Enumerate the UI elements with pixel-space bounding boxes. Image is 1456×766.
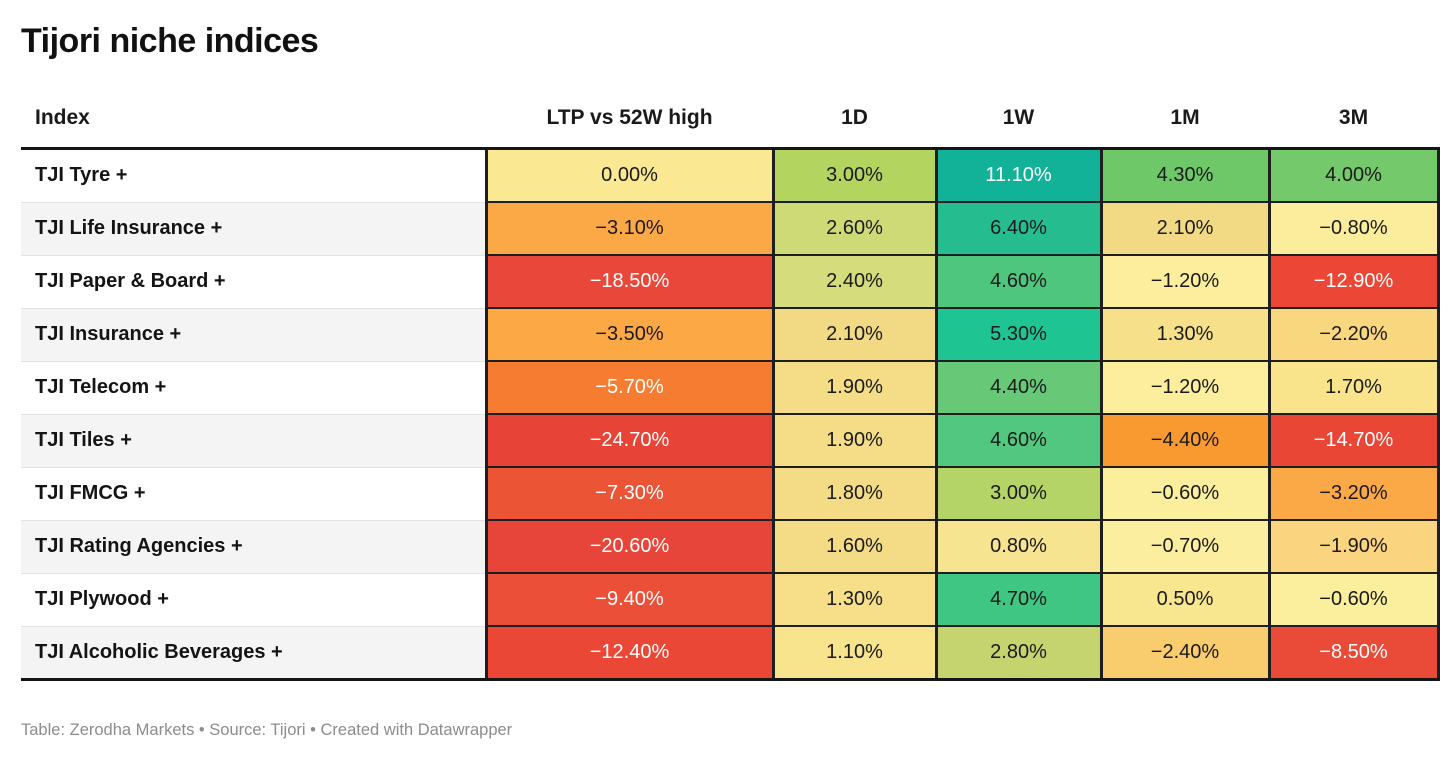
value-cell: −7.30% [484, 466, 775, 521]
value-cell: 1.60% [771, 519, 938, 574]
index-name-cell[interactable]: TJI Alcoholic Beverages + [21, 626, 488, 681]
value-cell: −3.10% [484, 201, 775, 256]
column-header-1m: 1M [1101, 89, 1269, 150]
value-cell: −3.50% [484, 307, 775, 362]
table-row: TJI Life Insurance + −3.10% 2.60% 6.40% 2.10… [21, 201, 1440, 256]
value-cell: −0.60% [1267, 572, 1440, 627]
index-name-cell[interactable]: TJI Tyre + [21, 148, 488, 203]
table-row: TJI Rating Agencies + −20.60% 1.60% 0.80% −0… [21, 519, 1440, 574]
column-header-ltp-vs-52w-high: LTP vs 52W high [486, 89, 773, 150]
value-cell: −5.70% [484, 360, 775, 415]
index-name-cell[interactable]: TJI Plywood + [21, 573, 488, 627]
value-cell: 4.70% [934, 572, 1103, 627]
value-cell: 4.60% [934, 254, 1103, 309]
value-cell: 2.10% [771, 307, 938, 362]
value-cell: 1.70% [1267, 360, 1440, 415]
value-cell: 4.40% [934, 360, 1103, 415]
value-cell: −18.50% [484, 254, 775, 309]
value-cell: −0.70% [1099, 519, 1271, 574]
value-cell: 4.00% [1267, 147, 1440, 203]
value-cell: 3.00% [934, 466, 1103, 521]
table-row: TJI Insurance + −3.50% 2.10% 5.30% 1.30% −2.2… [21, 307, 1440, 362]
value-cell: −9.40% [484, 572, 775, 627]
value-cell: 0.50% [1099, 572, 1271, 627]
value-cell: −8.50% [1267, 625, 1440, 681]
value-cell: −20.60% [484, 519, 775, 574]
index-name-cell[interactable]: TJI Rating Agencies + [21, 520, 488, 574]
table-row: TJI Tyre +0.00% 3.00% 11.10% 4.30% 4.00% [21, 147, 1440, 203]
value-cell: −1.20% [1099, 360, 1271, 415]
value-cell: 6.40% [934, 201, 1103, 256]
value-cell: −1.20% [1099, 254, 1271, 309]
value-cell: 2.60% [771, 201, 938, 256]
value-cell: −12.40% [484, 625, 775, 681]
value-cell: 4.60% [934, 413, 1103, 468]
value-cell: 2.80% [934, 625, 1103, 681]
table-row: TJI Paper & Board + −18.50% 2.40% 4.60% −1.2… [21, 254, 1440, 309]
value-cell: −3.20% [1267, 466, 1440, 521]
index-name-cell[interactable]: TJI Tiles + [21, 414, 488, 468]
value-cell: 1.30% [1099, 307, 1271, 362]
value-cell: 1.90% [771, 360, 938, 415]
table-row: TJI Plywood + −9.40% 1.30% 4.70% 0.50% −0.60% [21, 572, 1440, 627]
value-cell: 0.80% [934, 519, 1103, 574]
value-cell: −14.70% [1267, 413, 1440, 468]
value-cell: 1.30% [771, 572, 938, 627]
value-cell: 1.90% [771, 413, 938, 468]
value-cell: −0.80% [1267, 201, 1440, 256]
table-row: TJI Telecom + −5.70% 1.90% 4.40% −1.20% 1.70% [21, 360, 1440, 415]
table-row: TJI Tiles + −24.70% 1.90% 4.60% −4.40% −14.70… [21, 413, 1440, 468]
table-row: TJI FMCG + −7.30% 1.80% 3.00% −0.60% −3.20% [21, 466, 1440, 521]
value-cell: 1.10% [771, 625, 938, 681]
value-cell: 2.10% [1099, 201, 1271, 256]
column-header-1d: 1D [773, 89, 936, 150]
column-header-3m: 3M [1269, 89, 1438, 150]
value-cell: 2.40% [771, 254, 938, 309]
value-cell: −1.90% [1267, 519, 1440, 574]
value-cell: −2.40% [1099, 625, 1271, 681]
value-cell: 11.10% [934, 147, 1103, 203]
header-row: Index LTP vs 52W high 1D 1W 1M 3M [21, 89, 1438, 150]
value-cell: −0.60% [1099, 466, 1271, 521]
index-name-cell[interactable]: TJI Telecom + [21, 361, 488, 415]
indices-heatmap-table: Index LTP vs 52W high 1D 1W 1M 3M TJI Tyre +0… [21, 89, 1440, 681]
column-header-1w: 1W [936, 89, 1101, 150]
index-name-cell[interactable]: TJI Life Insurance + [21, 202, 488, 256]
index-name-cell[interactable]: TJI Paper & Board + [21, 255, 488, 309]
value-cell: 5.30% [934, 307, 1103, 362]
value-cell: 0.00% [484, 147, 775, 203]
value-cell: 1.80% [771, 466, 938, 521]
column-header-index: Index [21, 89, 486, 150]
value-cell: −24.70% [484, 413, 775, 468]
attribution-footer: Table: Zerodha Markets • Source: Tijori … [21, 721, 513, 739]
value-cell: −2.20% [1267, 307, 1440, 362]
page-title: Tijori niche indices [21, 22, 319, 60]
index-name-cell[interactable]: TJI Insurance + [21, 308, 488, 362]
value-cell: 3.00% [771, 147, 938, 203]
table-row: TJI Alcoholic Beverages + −12.40% 1.10% 2.8… [21, 625, 1440, 681]
value-cell: −4.40% [1099, 413, 1271, 468]
value-cell: −12.90% [1267, 254, 1440, 309]
index-name-cell[interactable]: TJI FMCG + [21, 467, 488, 521]
value-cell: 4.30% [1099, 147, 1271, 203]
